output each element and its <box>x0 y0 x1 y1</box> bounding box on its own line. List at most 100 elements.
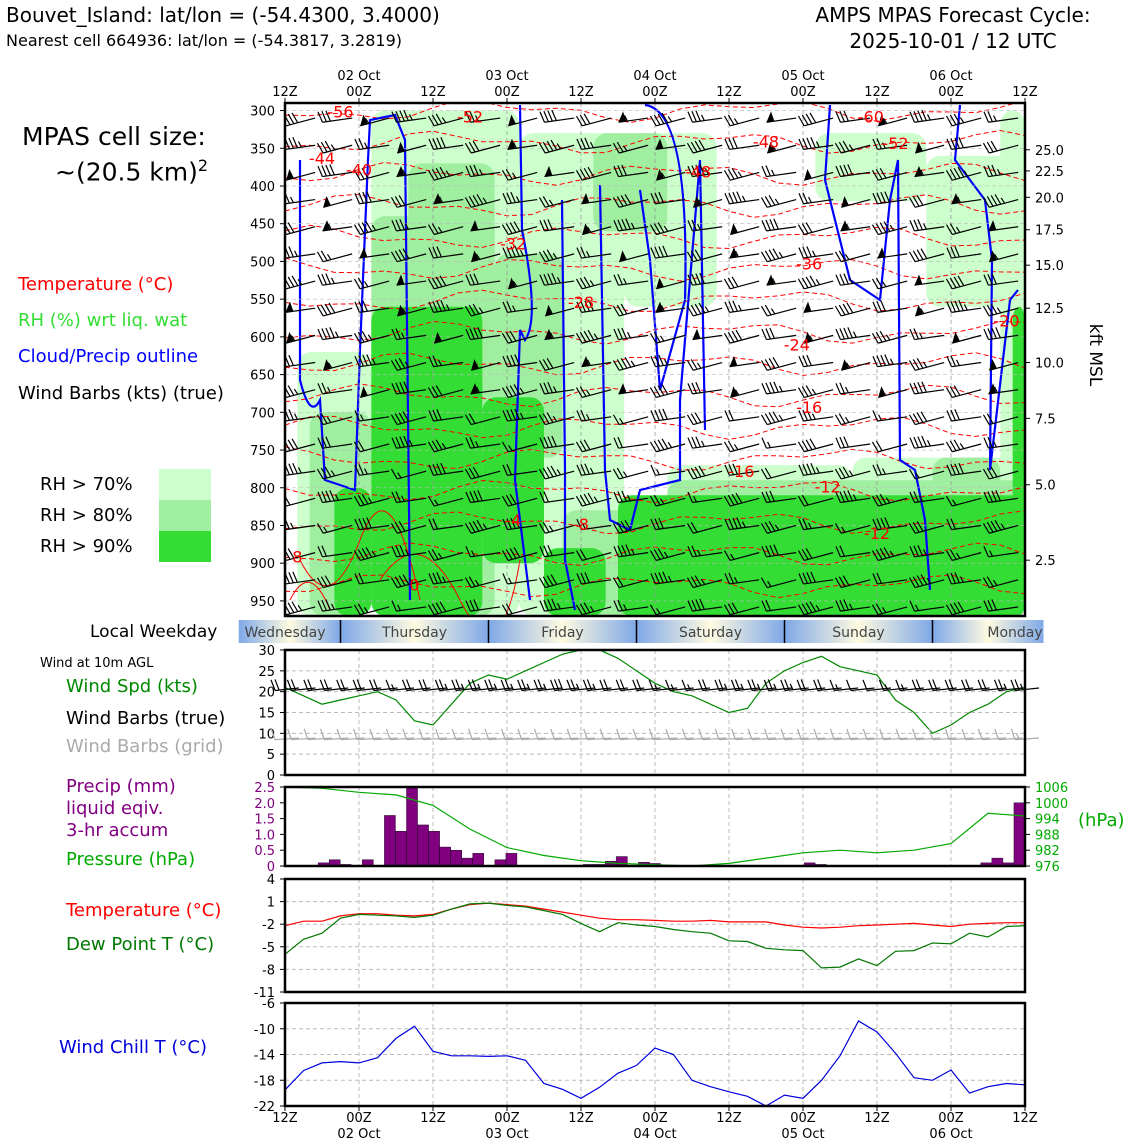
barb-full <box>432 355 438 367</box>
barb-staff <box>767 470 797 480</box>
barb-full <box>760 414 768 425</box>
barb-half <box>582 523 586 530</box>
barb-staff <box>914 552 945 558</box>
barb-full <box>809 112 817 124</box>
barb-staff <box>803 416 834 422</box>
barb-full <box>768 358 776 369</box>
barb-full <box>504 679 510 691</box>
xs-wind-barb <box>687 164 723 178</box>
barb-half <box>955 552 961 559</box>
barb-full <box>953 385 961 396</box>
barb-staff <box>618 226 649 232</box>
barb-full <box>732 191 738 203</box>
barb-full <box>698 302 706 314</box>
barb-staff <box>286 334 316 344</box>
barb-half <box>737 171 743 178</box>
barb-full <box>354 355 361 367</box>
barb-half <box>670 684 675 691</box>
xs-wind-barb <box>872 464 908 476</box>
barb-full <box>361 330 369 342</box>
barb-flag <box>915 141 923 154</box>
barb-staff <box>507 579 538 585</box>
legend-rh70: RH > 70% <box>40 474 133 495</box>
barb-half <box>957 196 961 203</box>
barb-staff <box>656 334 686 344</box>
barb-full <box>724 464 731 476</box>
barb-full <box>734 679 741 691</box>
barb-half <box>952 499 957 506</box>
barb-staff <box>554 737 579 741</box>
barb-full <box>728 464 734 476</box>
wind-barb-grid <box>977 728 1007 741</box>
barb-full <box>303 728 309 740</box>
barb-staff <box>656 171 686 181</box>
bottom-date-label: 02 Oct <box>337 1127 380 1140</box>
barb-full <box>661 112 669 124</box>
barb-half <box>589 280 595 287</box>
xs-y2tick-label: 12.5 <box>1035 302 1064 317</box>
barb-flag <box>988 383 997 394</box>
xs-wind-barb <box>649 384 686 399</box>
barb-full <box>797 604 805 616</box>
barb-half <box>687 684 691 691</box>
barb-full <box>353 332 361 344</box>
barb-full <box>843 599 849 611</box>
barb-staff <box>322 497 353 504</box>
xs-wind-barb <box>538 196 575 208</box>
barb-half <box>815 604 821 611</box>
barb-staff <box>360 117 390 127</box>
barb-full <box>317 546 324 558</box>
barb-full <box>698 465 706 477</box>
barb-staff <box>952 497 982 507</box>
xs-wind-barb <box>946 462 982 476</box>
barb-staff <box>915 198 945 208</box>
barb-staff <box>470 389 501 395</box>
barb-full <box>321 328 327 340</box>
barb-full <box>402 248 410 259</box>
xs-wind-barb <box>576 137 612 151</box>
barb-full <box>764 728 769 740</box>
barb-full <box>358 138 364 150</box>
barb-full <box>727 603 735 614</box>
barb-full <box>872 193 879 204</box>
barb-flag <box>766 274 775 286</box>
barb-full <box>547 544 553 556</box>
barb-staff <box>521 737 546 741</box>
barb-staff <box>508 117 538 127</box>
barb-full <box>995 327 1001 339</box>
xs-wind-barb <box>613 164 649 178</box>
barb-staff <box>655 416 686 422</box>
barb-full <box>579 114 587 126</box>
barb-full <box>579 440 587 452</box>
barb-staff <box>433 144 464 151</box>
barb-full <box>908 360 916 371</box>
barb-full <box>768 412 776 423</box>
barb-staff <box>877 307 908 313</box>
barb-half <box>808 196 812 203</box>
cell-size-label: MPAS cell size: <box>22 122 206 151</box>
barb-full <box>718 679 724 691</box>
barb-full <box>613 220 620 232</box>
xs-wind-barb <box>982 519 1019 534</box>
xs-wind-barb <box>427 113 464 127</box>
barb-full <box>464 577 472 588</box>
barb-full <box>843 110 849 122</box>
barb-half <box>881 607 887 613</box>
barb-full <box>843 327 849 339</box>
barb-half <box>297 141 302 148</box>
xs-wind-barb <box>502 245 538 259</box>
barb-flag <box>470 220 479 231</box>
barb-full <box>468 413 476 424</box>
barb-full <box>838 304 846 316</box>
xs-wind-barb <box>686 412 723 426</box>
xs-wind-barb <box>909 544 945 558</box>
barb-full <box>291 275 299 287</box>
barb-full <box>699 164 705 176</box>
barb-full <box>543 545 549 557</box>
barb-staff <box>878 117 908 127</box>
barb-full <box>617 436 623 448</box>
xs-wind-barb <box>323 359 353 371</box>
barb-full <box>695 599 701 611</box>
barb-staff <box>965 737 990 741</box>
barb-staff <box>359 253 390 259</box>
